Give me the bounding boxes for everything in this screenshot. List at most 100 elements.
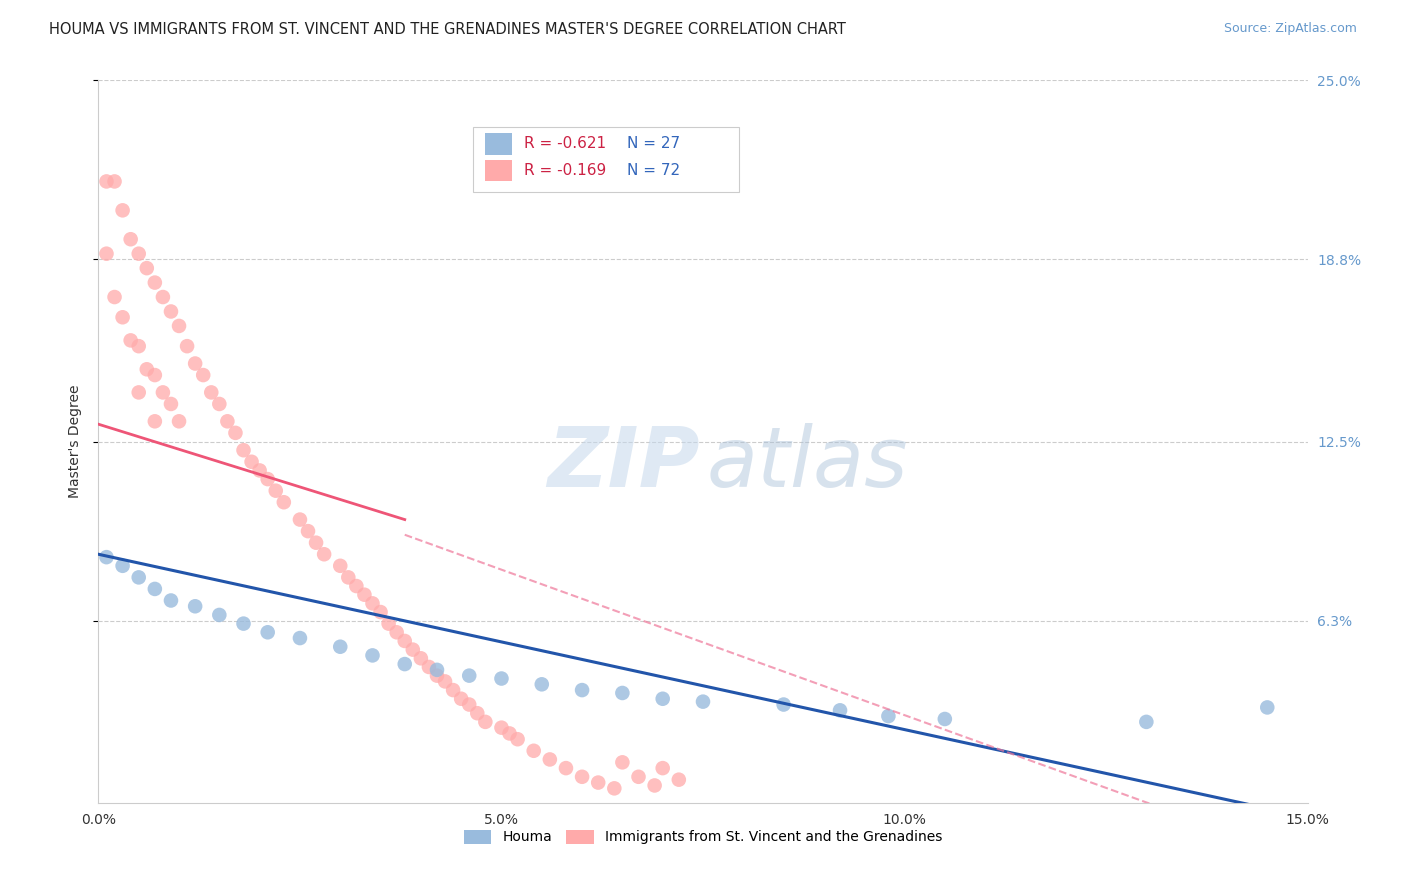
Point bbox=[217, 414, 239, 428]
Point bbox=[288, 512, 311, 526]
Point bbox=[111, 203, 134, 218]
Point bbox=[288, 631, 311, 645]
Point bbox=[651, 761, 673, 775]
Point bbox=[337, 570, 360, 584]
Point bbox=[200, 385, 222, 400]
Point bbox=[555, 761, 578, 775]
Point bbox=[224, 425, 246, 440]
Point bbox=[167, 318, 190, 333]
Point bbox=[474, 714, 496, 729]
Point bbox=[394, 634, 416, 648]
Point bbox=[232, 443, 254, 458]
Point bbox=[506, 732, 529, 747]
Point bbox=[394, 657, 416, 671]
Point bbox=[176, 339, 198, 353]
Point bbox=[612, 686, 634, 700]
Point bbox=[571, 770, 593, 784]
Point bbox=[184, 357, 207, 371]
Point bbox=[434, 674, 457, 689]
Point bbox=[571, 683, 593, 698]
Point bbox=[143, 414, 166, 428]
Point bbox=[120, 232, 142, 246]
Point bbox=[538, 752, 561, 766]
Bar bbox=[485, 160, 512, 181]
Point bbox=[135, 261, 157, 276]
Point bbox=[160, 397, 183, 411]
Point bbox=[264, 483, 287, 498]
Point bbox=[120, 334, 142, 348]
Point bbox=[409, 651, 432, 665]
Point bbox=[314, 547, 336, 561]
Point bbox=[240, 455, 263, 469]
Point bbox=[103, 290, 125, 304]
Text: N = 27: N = 27 bbox=[627, 136, 681, 152]
Point bbox=[96, 246, 118, 260]
Point bbox=[361, 596, 384, 610]
Point bbox=[377, 616, 399, 631]
Point bbox=[249, 463, 271, 477]
Text: N = 72: N = 72 bbox=[627, 163, 681, 178]
Point bbox=[465, 706, 488, 721]
Point bbox=[692, 695, 714, 709]
Point bbox=[135, 362, 157, 376]
Point bbox=[458, 668, 481, 682]
Text: ZIP: ZIP bbox=[547, 423, 699, 504]
Point bbox=[772, 698, 794, 712]
Point bbox=[273, 495, 295, 509]
Point bbox=[586, 775, 609, 789]
Point bbox=[160, 593, 183, 607]
Text: R = -0.621: R = -0.621 bbox=[524, 136, 606, 152]
Point bbox=[111, 558, 134, 573]
Legend: Houma, Immigrants from St. Vincent and the Grenadines: Houma, Immigrants from St. Vincent and t… bbox=[458, 824, 948, 850]
Point bbox=[418, 660, 440, 674]
Point bbox=[934, 712, 956, 726]
Point bbox=[361, 648, 384, 663]
Point bbox=[370, 605, 392, 619]
Point bbox=[627, 770, 650, 784]
Point bbox=[152, 385, 174, 400]
Point bbox=[152, 290, 174, 304]
Point bbox=[96, 174, 118, 188]
Point bbox=[167, 414, 190, 428]
Point bbox=[256, 625, 278, 640]
Point bbox=[305, 535, 328, 549]
Point bbox=[644, 779, 666, 793]
FancyBboxPatch shape bbox=[474, 128, 740, 193]
Point bbox=[96, 550, 118, 565]
Point bbox=[1256, 700, 1278, 714]
Point bbox=[143, 582, 166, 596]
Point bbox=[668, 772, 690, 787]
Point bbox=[441, 683, 464, 698]
Point bbox=[523, 744, 546, 758]
Point bbox=[612, 756, 634, 770]
Point bbox=[450, 691, 472, 706]
Point bbox=[329, 640, 352, 654]
Point bbox=[353, 588, 375, 602]
Text: HOUMA VS IMMIGRANTS FROM ST. VINCENT AND THE GRENADINES MASTER'S DEGREE CORRELAT: HOUMA VS IMMIGRANTS FROM ST. VINCENT AND… bbox=[49, 22, 846, 37]
Point bbox=[143, 368, 166, 382]
Point bbox=[329, 558, 352, 573]
Point bbox=[256, 472, 278, 486]
Point bbox=[344, 579, 367, 593]
Point bbox=[184, 599, 207, 614]
Point bbox=[491, 721, 513, 735]
Point bbox=[491, 672, 513, 686]
Point bbox=[828, 703, 851, 717]
Point bbox=[232, 616, 254, 631]
Bar bbox=[485, 133, 512, 154]
Point bbox=[426, 668, 449, 682]
Point bbox=[458, 698, 481, 712]
Point bbox=[128, 246, 150, 260]
Point bbox=[603, 781, 626, 796]
Point bbox=[877, 709, 900, 723]
Text: atlas: atlas bbox=[707, 423, 908, 504]
Point bbox=[208, 607, 231, 622]
Point bbox=[128, 570, 150, 584]
Point bbox=[103, 174, 125, 188]
Point bbox=[143, 276, 166, 290]
Point bbox=[651, 691, 673, 706]
Point bbox=[160, 304, 183, 318]
Point bbox=[208, 397, 231, 411]
Text: R = -0.169: R = -0.169 bbox=[524, 163, 606, 178]
Point bbox=[402, 642, 425, 657]
